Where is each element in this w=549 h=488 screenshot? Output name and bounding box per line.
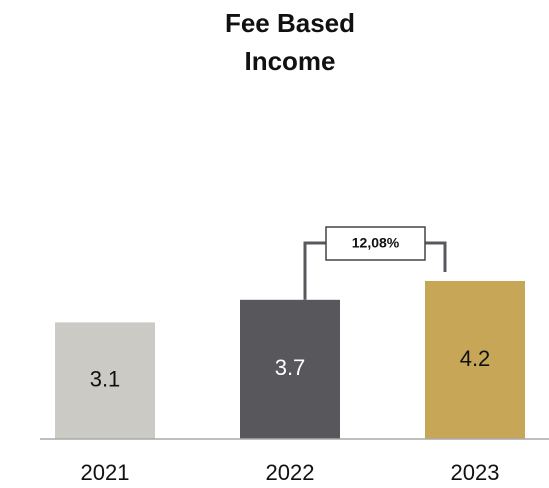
value-label: 3.7 [275, 355, 306, 380]
chart-title: Fee Based Income [224, 8, 356, 76]
annotation-box [325, 226, 426, 261]
value-label: 4.2 [460, 346, 491, 371]
bar [240, 299, 340, 439]
x-tick-label: 2022 [266, 460, 315, 485]
bar [55, 322, 155, 439]
annotation: 12,08% [352, 235, 400, 251]
x-tick-label: 2023 [451, 460, 500, 485]
bar [425, 281, 525, 439]
value-label: 3.1 [90, 367, 121, 392]
x-tick-label: 2021 [81, 460, 130, 485]
